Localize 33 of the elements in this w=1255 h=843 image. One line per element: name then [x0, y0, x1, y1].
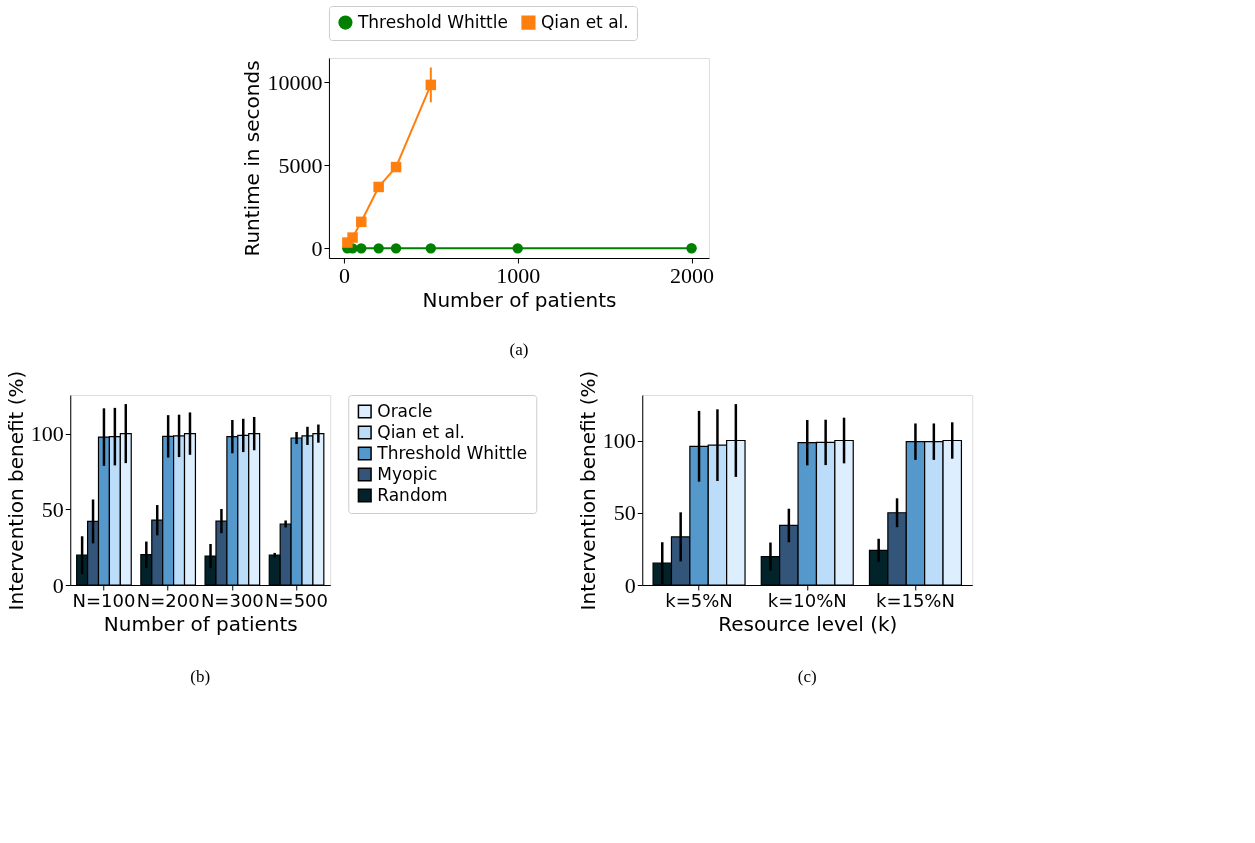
- x-tick-label: N=500: [265, 589, 328, 611]
- x-axis-title: Resource level (k): [718, 611, 898, 636]
- y-axis-title: Intervention benefit (%): [575, 370, 600, 611]
- x-tick-label: N=200: [136, 589, 200, 611]
- text: (a): [509, 340, 529, 359]
- x-axis-title: Number of patients: [422, 287, 617, 312]
- x-tick-label: 0: [338, 262, 350, 288]
- text: (b): [190, 667, 211, 686]
- legend-label: Threshold Whittle: [376, 442, 528, 463]
- x-axis-title: Number of patients: [103, 611, 298, 636]
- legend-label: Qian et al.: [377, 421, 466, 442]
- legend-label: Threshold Whittle: [356, 11, 508, 32]
- legend-label: Myopic: [377, 463, 438, 484]
- x-tick-label: N=300: [200, 589, 264, 611]
- x-tick-label: 1000: [496, 262, 541, 288]
- y-axis-title: Runtime in seconds: [240, 60, 265, 257]
- y-tick-label: 100: [30, 421, 64, 447]
- legend-label: Random: [377, 484, 448, 505]
- text: (c): [797, 667, 817, 686]
- y-tick-label: 50: [613, 500, 636, 526]
- x-tick-label: k=5%N: [665, 589, 733, 611]
- y-tick-label: 10000: [267, 69, 323, 95]
- legend-label: Qian et al.: [540, 11, 629, 32]
- y-tick-label: 100: [602, 428, 636, 454]
- x-tick-label: N=100: [72, 589, 136, 611]
- y-axis-title: Intervention benefit (%): [3, 370, 28, 611]
- x-tick-label: k=10%N: [767, 589, 847, 611]
- y-tick-label: 0: [311, 235, 323, 261]
- legend-label: Oracle: [377, 400, 433, 421]
- x-tick-label: 2000: [670, 262, 715, 288]
- y-tick-label: 5000: [278, 152, 323, 178]
- x-tick-label: k=15%N: [875, 589, 955, 611]
- y-tick-label: 50: [41, 496, 64, 522]
